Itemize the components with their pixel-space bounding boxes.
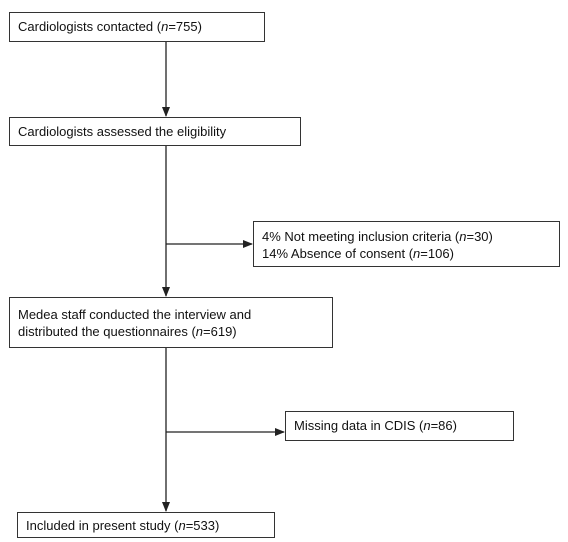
flow-box: Included in present study (n=533) [17,512,275,538]
sample-size-symbol: n [459,229,467,244]
box-line: 14% Absence of consent (n=106) [262,245,551,262]
sample-size-symbol: n [161,19,169,34]
box-text: =755) [168,19,202,34]
flow-box: Cardiologists assessed the eligibility [9,117,301,146]
box-text: Cardiologists contacted ( [18,19,162,34]
box-text: Medea staff conducted the interview and [18,307,252,322]
box-line: Included in present study (n=533) [26,517,266,534]
box-text: =30) [466,229,493,244]
sample-size-symbol: n [413,246,421,261]
box-text: Included in present study ( [26,518,179,533]
sample-size-symbol: n [423,418,431,433]
box-line: Cardiologists contacted (n=755) [18,18,256,35]
flow-box: 4% Not meeting inclusion criteria (n=30)… [253,221,560,267]
box-line: Missing data in CDIS (n=86) [294,417,505,434]
box-text: 4% Not meeting inclusion criteria ( [262,229,460,244]
box-text: 14% Absence of consent ( [262,246,414,261]
flow-box: Missing data in CDIS (n=86) [285,411,514,441]
box-line: 4% Not meeting inclusion criteria (n=30) [262,228,551,245]
box-text: =619) [203,324,237,339]
box-line: Medea staff conducted the interview and [18,306,324,323]
box-text: =86) [430,418,457,433]
sample-size-symbol: n [195,324,204,339]
sample-size-symbol: n [178,518,186,533]
flow-box: Medea staff conducted the interview and d… [9,297,333,348]
flow-box: Cardiologists contacted (n=755) [9,12,265,42]
box-text: =533) [185,518,220,533]
box-text: distributed the questionnaires ( [18,324,196,339]
box-line: Cardiologists assessed the eligibility [18,123,292,140]
box-text: Cardiologists assessed the eligibility [18,124,227,139]
box-text: =106) [420,246,454,261]
box-text: Missing data in CDIS ( [294,418,424,433]
box-line: distributed the questionnaires (n=619) [18,323,324,340]
